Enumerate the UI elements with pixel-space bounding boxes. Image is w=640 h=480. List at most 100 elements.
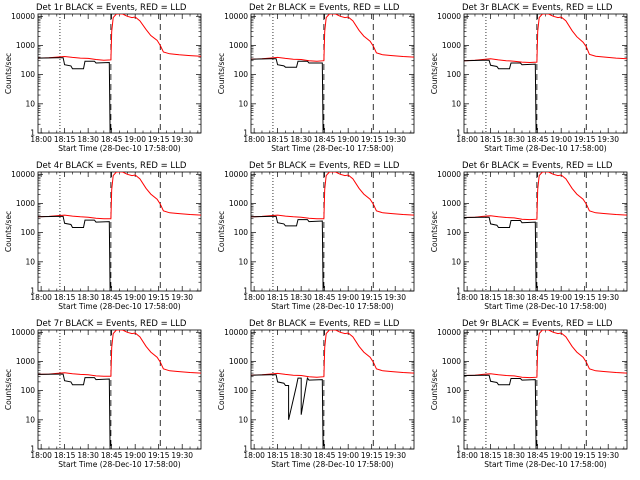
series-group [464,172,627,291]
y-tick-label: 10000 [11,12,35,21]
x-axis-label: Start Time (28-Dec-10 17:58:00) [271,302,393,311]
series-events [464,216,537,291]
x-tick-label: 18:30 [503,293,525,302]
x-axis-label: Start Time (28-Dec-10 17:58:00) [484,302,606,311]
x-tick-label: 19:15 [361,293,383,302]
x-tick-label: 19:00 [124,451,146,460]
y-axis-label: Counts/sec [430,211,439,252]
y-tick-label: 10000 [437,12,461,21]
x-tick-label: 18:15 [267,293,289,302]
series-group [38,172,201,291]
series-group [38,330,201,449]
x-tick-label: 19:15 [361,451,383,460]
x-tick-label: 18:00 [456,451,478,460]
x-tick-label: 18:45 [314,293,336,302]
y-axis-label: Counts/sec [217,211,226,252]
x-tick-label: 18:15 [480,451,502,460]
plot-frame [37,329,202,450]
plot-frame [250,13,415,134]
y-tick-label: 1 [243,129,248,138]
x-tick-label: 18:00 [30,135,52,144]
y-tick-label: 10 [25,99,35,108]
y-tick-label: 1000 [442,357,461,366]
x-tick-label: 19:30 [384,293,406,302]
y-tick-label: 1 [456,287,461,296]
x-tick-label: 19:30 [384,451,406,460]
series-events [251,58,324,133]
x-tick-label: 18:00 [30,451,52,460]
y-tick-label: 10000 [224,12,248,21]
y-tick-label: 10 [238,257,248,266]
x-tick-label: 18:15 [54,135,76,144]
series-events [38,57,111,133]
x-axis-label: Start Time (28-Dec-10 17:58:00) [58,460,180,469]
panel-4: Det 4r BLACK = Events, RED = LLD 1 10 100 10… [4,161,202,311]
y-tick-label: 1000 [229,41,248,50]
y-axis-label: Counts/sec [4,211,13,252]
panel-title: Det 5r BLACK = Events, RED = LLD [249,161,400,171]
y-tick-label: 10000 [437,170,461,179]
series-events [38,215,111,291]
x-tick-label: 18:45 [527,293,549,302]
plot-frame [250,171,415,292]
y-tick-label: 100 [21,386,36,395]
y-tick-label: 1000 [229,199,248,208]
plot-frame [37,13,202,134]
y-axis-label: Counts/sec [4,53,13,94]
x-tick-label: 18:15 [54,451,76,460]
x-tick-label: 18:45 [101,451,123,460]
y-tick-label: 10000 [224,328,248,337]
x-tick-label: 19:00 [124,135,146,144]
x-tick-label: 19:15 [361,135,383,144]
x-tick-label: 19:00 [124,293,146,302]
y-tick-label: 1 [456,445,461,454]
series-events [464,59,537,133]
plot-frame [463,171,628,292]
x-tick-label: 18:45 [527,451,549,460]
series-lld [38,330,201,377]
x-tick-label: 18:15 [54,293,76,302]
y-tick-label: 1 [456,129,461,138]
y-tick-label: 1000 [16,199,35,208]
y-tick-label: 10000 [11,170,35,179]
x-axis-label: Start Time (28-Dec-10 17:58:00) [58,144,180,153]
x-tick-label: 19:15 [574,293,596,302]
y-tick-label: 1 [243,445,248,454]
y-tick-label: 1000 [16,41,35,50]
series-group [464,14,627,133]
x-axis-label: Start Time (28-Dec-10 17:58:00) [271,144,393,153]
series-lld [464,14,627,64]
x-tick-label: 18:30 [290,293,312,302]
x-tick-label: 18:15 [267,451,289,460]
x-tick-label: 18:30 [503,451,525,460]
series-lld [251,172,414,220]
panel-3: Det 3r BLACK = Events, RED = LLD 1 10 100 10… [430,3,628,153]
x-tick-label: 19:00 [337,135,359,144]
x-tick-label: 18:30 [290,451,312,460]
x-tick-label: 19:30 [171,135,193,144]
y-tick-label: 10000 [224,170,248,179]
y-tick-label: 100 [21,228,36,237]
x-tick-label: 18:15 [480,135,502,144]
series-lld [464,172,627,221]
x-axis-label: Start Time (28-Dec-10 17:58:00) [271,460,393,469]
x-tick-label: 18:00 [456,135,478,144]
x-tick-label: 19:15 [148,135,170,144]
series-lld [38,14,201,61]
panel-1: Det 1r BLACK = Events, RED = LLD 1 10 100 10… [4,3,202,153]
y-axis-label: Counts/sec [217,53,226,94]
x-axis-label: Start Time (28-Dec-10 17:58:00) [484,460,606,469]
plot-frame [37,171,202,292]
x-tick-label: 18:15 [267,135,289,144]
y-tick-label: 10000 [11,328,35,337]
y-tick-label: 100 [234,386,249,395]
x-tick-label: 19:00 [550,451,572,460]
x-tick-label: 19:15 [148,293,170,302]
panel-title: Det 9r BLACK = Events, RED = LLD [462,319,613,329]
panel-title: Det 1r BLACK = Events, RED = LLD [36,3,187,13]
x-tick-label: 19:30 [171,293,193,302]
x-tick-label: 19:00 [550,135,572,144]
series-group [251,14,414,133]
series-events [464,374,537,449]
x-tick-label: 18:45 [314,135,336,144]
